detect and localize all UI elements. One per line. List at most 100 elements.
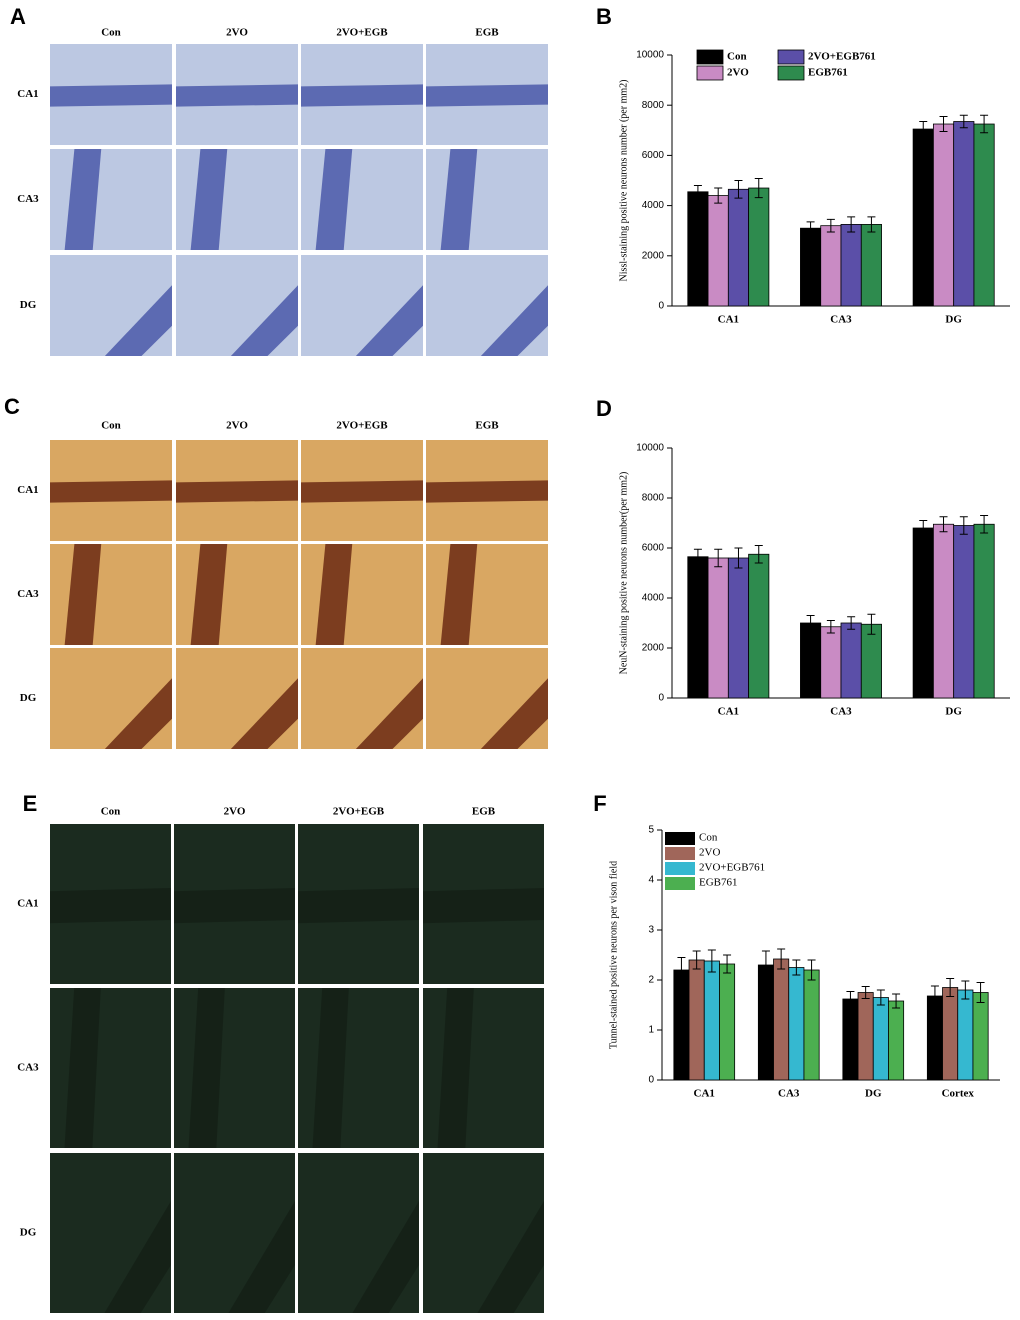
bar — [888, 1000, 905, 1081]
row-label: CA1 — [17, 898, 38, 910]
cell-layer — [64, 544, 102, 645]
y-tick-label: 2000 — [642, 250, 665, 261]
cell-layer — [190, 149, 228, 250]
cell-layer — [440, 149, 478, 250]
error-bar — [714, 548, 723, 568]
x-tick-label: CA3 — [830, 706, 852, 718]
error-bar — [677, 957, 686, 983]
x-tick-label: CA1 — [694, 1088, 715, 1100]
column-header: 2VO+EGB — [336, 420, 388, 432]
cell-layer — [50, 480, 172, 503]
cell-layer — [437, 988, 474, 1148]
bar — [748, 553, 770, 699]
error-bar — [847, 616, 856, 630]
error-bar — [806, 221, 815, 235]
error-bar — [777, 948, 786, 970]
bar — [942, 987, 959, 1081]
cell-layer — [50, 888, 171, 924]
cell-layer — [315, 544, 353, 645]
bar — [719, 963, 736, 1081]
cell-layer — [64, 988, 101, 1148]
column-header: Con — [101, 806, 121, 818]
row-label: DG — [20, 692, 37, 704]
bar — [872, 997, 889, 1081]
legend-swatch — [777, 65, 805, 81]
error-bar — [876, 989, 885, 1006]
error-bar — [919, 121, 928, 138]
cell-layer — [174, 888, 295, 924]
x-tick-label: DG — [945, 706, 962, 718]
legend-label: EGB761 — [808, 67, 848, 79]
cell-layer — [104, 285, 172, 356]
x-tick-label: DG — [945, 314, 962, 326]
bar — [932, 123, 955, 307]
bar — [748, 187, 770, 307]
y-tick-label: 5 — [648, 825, 654, 836]
bar — [688, 959, 705, 1081]
row-label: CA3 — [17, 1062, 39, 1074]
cell-layer — [301, 84, 423, 107]
legend-label: Con — [727, 51, 747, 63]
column-header: EGB — [475, 420, 499, 432]
error-bar — [892, 993, 901, 1009]
error-bar — [806, 615, 815, 631]
y-tick-label: 0 — [658, 693, 664, 704]
y-tick-label: 10000 — [636, 50, 664, 61]
bar — [703, 960, 720, 1081]
bar — [803, 969, 820, 1081]
cell-layer — [301, 480, 423, 503]
panel-letter: C — [4, 394, 20, 419]
y-tick-label: 8000 — [642, 493, 665, 504]
column-header: Con — [101, 27, 121, 39]
error-bar — [846, 991, 855, 1007]
y-axis-label: Tunnel-stained positive neurons per viso… — [608, 861, 619, 1049]
x-tick-label: CA3 — [830, 314, 852, 326]
cell-layer — [355, 678, 423, 749]
y-axis-label: Nissl-staining positive neurons number (… — [618, 80, 629, 282]
column-header: EGB — [475, 27, 499, 39]
error-bar — [959, 516, 968, 535]
bar — [727, 188, 750, 307]
error-bar — [754, 545, 763, 564]
error-bar — [959, 114, 968, 129]
cell-layer — [176, 480, 298, 503]
x-tick-label: CA3 — [778, 1088, 800, 1100]
bar — [857, 992, 874, 1081]
column-header: Con — [101, 420, 121, 432]
bar — [860, 623, 882, 699]
error-bar — [734, 180, 743, 199]
bar — [912, 527, 934, 699]
bar — [840, 622, 862, 699]
legend-swatch — [777, 49, 805, 65]
error-bar — [826, 218, 835, 233]
bar — [707, 195, 729, 307]
error-bar — [693, 185, 702, 199]
legend-swatch — [665, 832, 695, 845]
bar — [800, 227, 822, 307]
legend-label: 2VO+EGB761 — [808, 51, 876, 63]
error-bar — [980, 114, 989, 134]
bar — [727, 557, 750, 699]
column-header: 2VO — [226, 27, 248, 39]
x-tick-label: CA1 — [718, 314, 739, 326]
y-tick-label: 6000 — [642, 150, 665, 161]
y-tick-label: 2000 — [642, 643, 665, 654]
cell-layer — [423, 888, 544, 924]
y-tick-label: 0 — [648, 1075, 654, 1086]
y-tick-label: 8000 — [642, 100, 665, 111]
column-header: EGB — [472, 806, 496, 818]
row-label: CA3 — [17, 588, 39, 600]
row-label: CA3 — [17, 193, 39, 205]
error-bar — [847, 216, 856, 233]
error-bar — [693, 548, 702, 565]
cell-layer — [188, 988, 225, 1148]
error-bar — [961, 980, 970, 1000]
error-bar — [707, 949, 716, 973]
error-bar — [734, 547, 743, 569]
cell-layer — [477, 1201, 544, 1313]
error-bar — [976, 982, 985, 1003]
error-bar — [919, 520, 928, 536]
cell-layer — [426, 480, 548, 503]
cell-layer — [230, 678, 298, 749]
column-header: 2VO — [226, 420, 248, 432]
